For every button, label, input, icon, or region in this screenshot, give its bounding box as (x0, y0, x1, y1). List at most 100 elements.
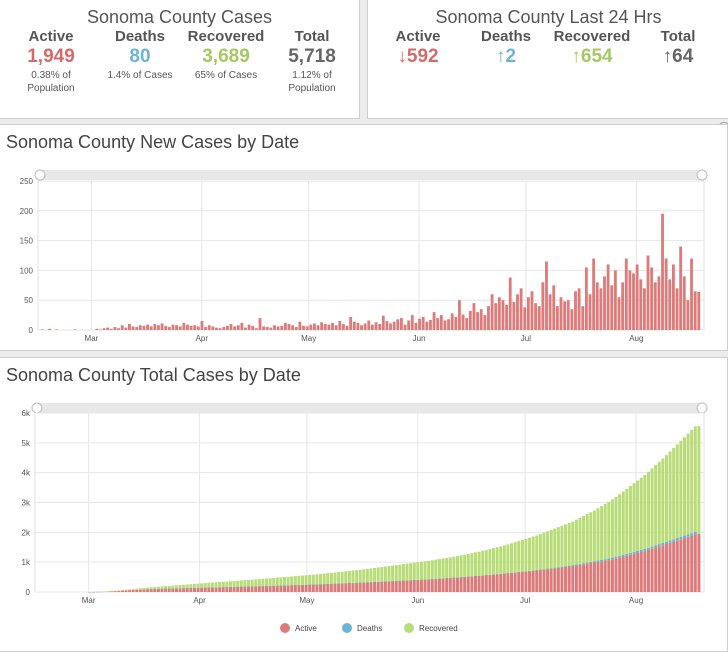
recovered-bar (164, 586, 168, 589)
recovered-bar (365, 568, 369, 583)
recovered-bar (286, 576, 290, 586)
recovered-bar (419, 561, 423, 580)
x-tick-label: Jul (520, 596, 530, 605)
active-bar (196, 587, 200, 592)
recovered-bar (398, 564, 402, 581)
recovered-bar (697, 425, 701, 534)
deaths-bar (560, 566, 564, 568)
active-bar (110, 591, 114, 592)
active-bar (510, 573, 514, 592)
deaths-bar (499, 573, 503, 575)
new-cases-bar (258, 318, 262, 330)
recovered-bar (301, 575, 305, 585)
new-cases-bar (345, 325, 349, 330)
recovered-bar (675, 444, 679, 539)
active-bar (589, 563, 593, 592)
new-cases-bar (178, 326, 182, 330)
deaths-bar (528, 570, 532, 572)
deaths-bar (610, 557, 614, 560)
recovered-bar (542, 532, 546, 570)
active-bar (412, 580, 416, 592)
new-cases-bar (697, 291, 701, 330)
recovered-bar (473, 552, 477, 576)
new-cases-bar (563, 301, 567, 330)
deaths-bar (585, 562, 589, 564)
deaths-bar (618, 555, 622, 558)
active-bar (445, 578, 449, 592)
new-cases-bar (566, 300, 570, 330)
last24-total-label: Total (660, 28, 696, 45)
active-bar (639, 552, 643, 592)
new-cases-bar (378, 324, 382, 330)
new-cases-bar (599, 288, 603, 330)
recovered-bar (203, 583, 207, 588)
new-cases-bar (432, 312, 436, 330)
deaths-bar (412, 580, 416, 581)
new-cases-bar (577, 288, 581, 330)
deaths-bar (600, 559, 604, 562)
active-bar (679, 539, 683, 592)
deaths-bar (546, 568, 550, 570)
recovered-bar (373, 567, 377, 582)
recovered-bar (192, 583, 196, 588)
new-cases-bar (146, 324, 149, 330)
active-bar (182, 588, 186, 592)
y-tick-label: 3k (22, 499, 31, 508)
new-cases-title: Sonoma County New Cases by Date (6, 132, 300, 152)
active-bar (355, 582, 359, 592)
new-cases-bar (225, 325, 229, 330)
new-cases-bar (610, 285, 614, 330)
new-cases-bar (490, 294, 494, 330)
recovered-bar (437, 559, 441, 579)
active-bar (203, 587, 207, 592)
recovered-bar (668, 451, 672, 541)
active-bar (567, 566, 571, 592)
deaths-bar (304, 584, 308, 586)
recovered-bar (182, 584, 186, 589)
active-bar (437, 578, 441, 592)
recovered-bar (492, 548, 496, 575)
active-bar (232, 586, 236, 592)
recovered-bar (149, 587, 153, 590)
new-cases-bar (331, 322, 334, 330)
recovered-bar (524, 538, 528, 572)
new-cases-bar (545, 261, 548, 330)
active-bar (632, 553, 636, 592)
cases-panel: Sonoma County Cases Active 1,949 0.38% o… (0, 0, 360, 119)
new-cases-bar (396, 319, 400, 330)
new-cases-bar (273, 325, 276, 330)
recovered-bar (333, 572, 337, 584)
new-cases-bar (229, 324, 233, 330)
deaths-bar (200, 587, 204, 589)
deaths-bar (268, 585, 272, 587)
recovered-bar (589, 512, 593, 562)
last24-active-label: Active (395, 28, 441, 45)
recovered-bar (174, 585, 178, 589)
last24-deaths-label: Deaths (480, 28, 532, 45)
slider-handle-left (31, 402, 43, 414)
new-cases-bar (555, 306, 559, 330)
deaths-bar (344, 583, 348, 584)
recovered-bar (445, 557, 449, 579)
recovered-bar (254, 579, 258, 587)
active-bar (387, 581, 391, 592)
last24-recovered-label: Recovered (553, 28, 631, 45)
x-tick-label: May (301, 334, 316, 343)
total-stat: Total 5,718 1.12% of Population (276, 28, 348, 95)
recovered-bar (236, 580, 240, 587)
active-bar (380, 581, 384, 592)
deaths-bar (434, 578, 438, 580)
active-bar (239, 586, 243, 592)
recovered-bar (535, 535, 539, 571)
new-cases-bar (109, 328, 113, 330)
new-cases-bar (262, 326, 266, 330)
new-cases-bar (157, 325, 160, 330)
deaths-bar (254, 586, 258, 587)
active-bar (520, 571, 524, 592)
active-bar (185, 588, 189, 592)
recovered-bar (106, 591, 110, 592)
recovered-bar (463, 554, 467, 577)
recovered-bar (564, 524, 568, 567)
last24-panel: Sonoma County Last 24 Hrs Active ↓592 De… (367, 0, 728, 119)
new-cases-bar (454, 316, 458, 330)
